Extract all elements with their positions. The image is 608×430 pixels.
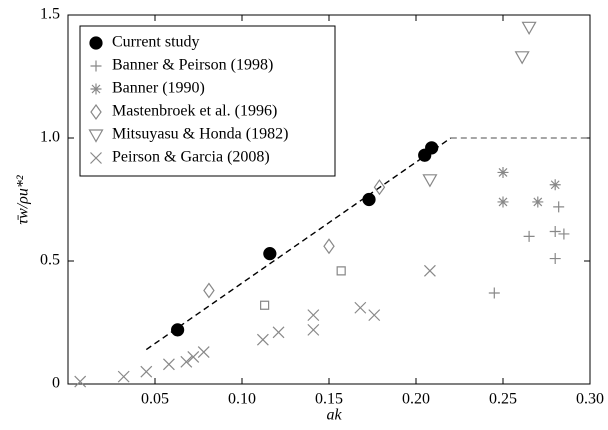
legend-label: Banner & Peirson (1998) xyxy=(112,57,273,74)
legend-marker xyxy=(88,129,104,143)
data-point xyxy=(263,247,277,261)
data-point xyxy=(549,225,561,237)
y-tick-label: 0 xyxy=(52,375,60,392)
data-point xyxy=(553,201,565,213)
data-point xyxy=(523,230,535,242)
legend-marker xyxy=(89,36,103,50)
data-point xyxy=(532,196,544,208)
data-point xyxy=(514,51,530,65)
data-point xyxy=(74,375,87,388)
data-point xyxy=(362,192,376,207)
x-tick-label: 0.15 xyxy=(315,391,343,408)
data-point xyxy=(373,179,386,196)
data-point xyxy=(423,264,436,277)
data-point xyxy=(197,346,210,358)
data-point xyxy=(422,174,438,188)
data-point xyxy=(307,309,320,322)
x-tick-label: 0.10 xyxy=(228,391,256,408)
data-point xyxy=(336,266,346,276)
x-tick-label: 0.30 xyxy=(576,391,604,408)
dashed-line xyxy=(145,137,452,351)
y-axis-label: τ̄w/ρu*² xyxy=(15,174,32,225)
data-point xyxy=(162,358,175,371)
y-tick-label: 1.5 xyxy=(40,6,60,23)
legend-marker xyxy=(90,152,102,164)
data-point xyxy=(256,333,269,346)
data-point xyxy=(307,323,320,336)
legend-label: Banner (1990) xyxy=(112,80,205,97)
data-point xyxy=(117,370,130,383)
legend-box xyxy=(79,25,336,177)
data-point xyxy=(549,253,561,265)
data-point xyxy=(354,301,367,314)
data-point xyxy=(140,365,153,378)
data-point xyxy=(488,287,500,299)
legend-marker xyxy=(90,103,102,121)
data-point xyxy=(272,326,285,339)
legend-label: Mastenbroek et al. (1996) xyxy=(112,103,277,120)
data-point xyxy=(171,323,185,337)
x-tick-label: 0.20 xyxy=(402,391,430,408)
y-tick-label: 0.5 xyxy=(40,252,60,269)
legend-label: Mitsuyasu & Honda (1982) xyxy=(112,126,288,143)
x-tick-label: 0.25 xyxy=(489,391,517,408)
y-tick-label: 1.0 xyxy=(40,129,60,146)
legend-marker xyxy=(90,83,102,95)
data-point xyxy=(187,351,200,363)
data-point xyxy=(521,21,537,36)
data-point xyxy=(323,238,335,255)
legend-label: Peirson & Garcia (2008) xyxy=(112,149,270,166)
data-point xyxy=(558,228,570,240)
data-point xyxy=(425,141,439,155)
legend-marker xyxy=(90,60,102,72)
data-point xyxy=(180,355,193,368)
x-axis-label: ak xyxy=(326,407,342,424)
data-point xyxy=(497,166,509,178)
data-point xyxy=(260,300,270,310)
data-point xyxy=(549,179,561,191)
data-point xyxy=(203,282,215,299)
data-point xyxy=(368,309,381,322)
x-tick-label: 0.05 xyxy=(141,391,169,408)
data-point xyxy=(497,196,509,208)
legend-label: Current study xyxy=(112,34,200,51)
